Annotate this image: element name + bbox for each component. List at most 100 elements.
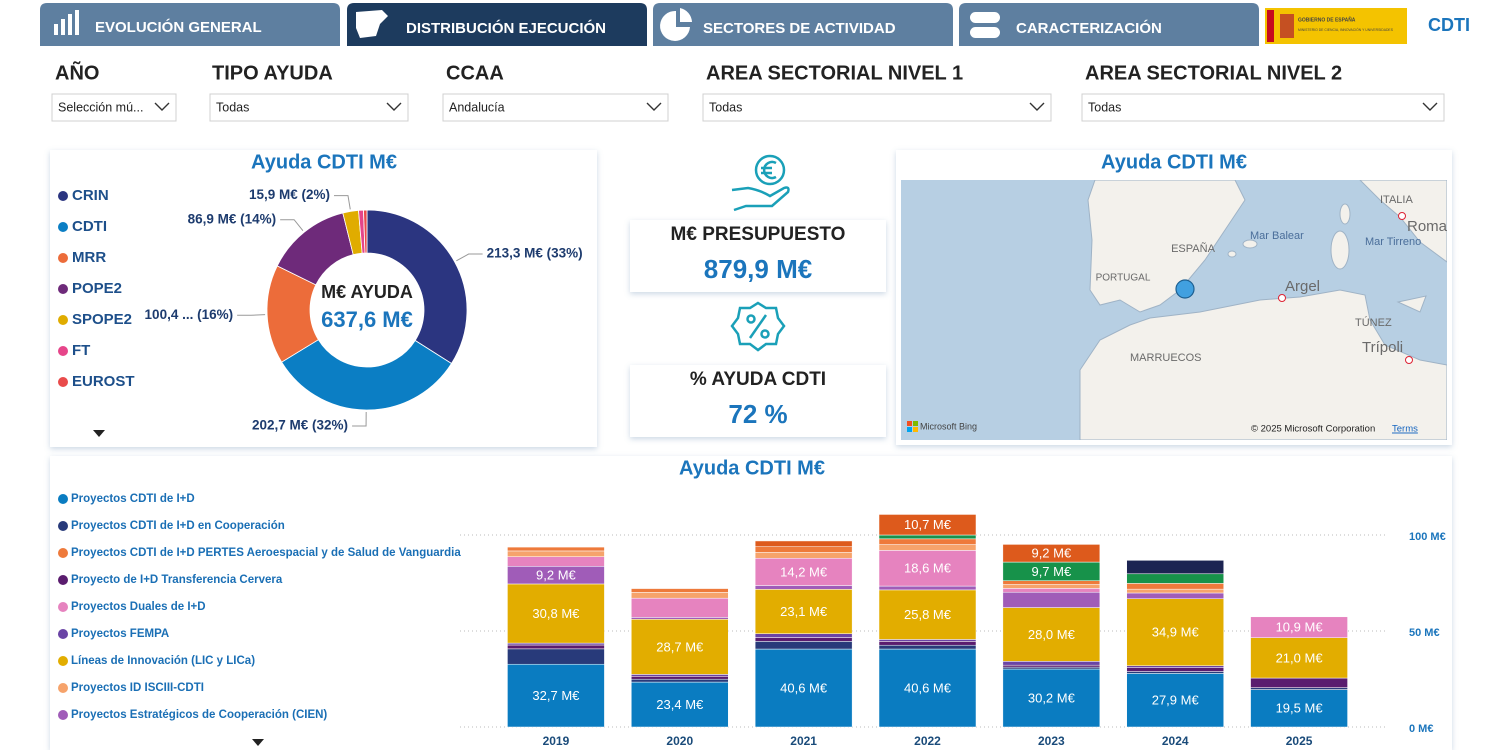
dropdown-value[interactable]: Andalucía xyxy=(449,100,505,114)
kpi-label: % AYUDA CDTI xyxy=(690,369,826,390)
dropdown[interactable] xyxy=(442,93,669,122)
tab-label[interactable]: SECTORES DE ACTIVIDAD xyxy=(703,20,896,37)
legend-label: Proyectos ID ISCIII-CDTI xyxy=(71,682,204,694)
donut-slice xyxy=(363,209,368,254)
bar-segment xyxy=(1126,598,1224,667)
bar-segment xyxy=(507,663,605,728)
bar-segment xyxy=(1002,661,1101,666)
chevron[interactable] xyxy=(1029,102,1045,111)
tab-label[interactable]: CARACTERIZACIÓN xyxy=(1016,19,1162,37)
center-value: 637,6 M€ xyxy=(321,307,413,332)
x-tick-label: 2022 xyxy=(914,734,941,748)
data-label: 213,3 M€ (33%) xyxy=(487,246,583,261)
dropdown-value[interactable]: Todas xyxy=(709,100,742,114)
center-label: M€ AYUDA xyxy=(321,282,413,302)
map-label: ESPAÑA xyxy=(1171,242,1215,255)
bar-segment xyxy=(631,588,729,593)
leader-line xyxy=(456,253,483,262)
tab[interactable] xyxy=(40,3,340,46)
x-tick-label: 2020 xyxy=(666,734,693,748)
tab-label[interactable]: DISTRIBUCIÓN EJECUCIÓN xyxy=(406,19,606,37)
tab-label[interactable]: EVOLUCIÓN GENERAL xyxy=(95,18,262,36)
x-tick-label: 2025 xyxy=(1286,734,1313,748)
tab[interactable] xyxy=(959,3,1259,46)
bar-segment xyxy=(507,556,605,567)
donut-slice xyxy=(366,209,468,365)
percent-icon xyxy=(730,301,786,352)
legend-label: Proyectos CDTI de I+D en Cooperación xyxy=(71,520,285,532)
map-label: Mar Tirreno xyxy=(1365,236,1421,248)
euro-icon xyxy=(731,154,790,212)
x-tick-label: 2024 xyxy=(1162,734,1189,748)
data-label: 100,4 ... (16%) xyxy=(145,307,234,322)
bar-segment xyxy=(507,546,605,552)
bar-segment xyxy=(507,642,605,646)
bar-segment xyxy=(1002,607,1101,662)
kpi-card xyxy=(630,365,886,437)
chevron[interactable] xyxy=(386,102,402,111)
chart-title: Ayuda CDTI M€ xyxy=(251,151,397,173)
tab-active[interactable] xyxy=(347,3,647,46)
bar-segment xyxy=(878,550,977,587)
legend-label: Proyecto de I+D Transferencia Cervera xyxy=(71,574,283,586)
kpi-card xyxy=(630,220,886,292)
dropdown[interactable] xyxy=(1081,93,1445,122)
legend-scroll[interactable] xyxy=(93,430,105,437)
dropdown[interactable] xyxy=(702,93,1052,122)
kpis: M€ PRESUPUESTO 879,9 M€ % AYUDA CDTI 72 … xyxy=(630,154,886,437)
bar-segment xyxy=(1250,689,1348,728)
filter-label: AREA SECTORIAL NIVEL 1 xyxy=(706,62,963,84)
map-label: PORTUGAL xyxy=(1096,273,1151,284)
legend-label: POPE2 xyxy=(72,280,122,297)
map-terms[interactable]: Terms xyxy=(1392,424,1418,435)
dropdown-value[interactable]: Todas xyxy=(1088,100,1121,114)
map-copyright: © 2025 Microsoft Corporation xyxy=(1251,424,1375,435)
x-tick-label: 2019 xyxy=(543,734,570,748)
bar-segment xyxy=(878,639,977,642)
legend-label: Proyectos CDTI de I+D PERTES Aeroespacia… xyxy=(71,547,461,559)
bar-segment xyxy=(507,550,605,557)
legend-marker xyxy=(58,284,68,294)
dropdown[interactable] xyxy=(209,93,409,122)
bar-segment xyxy=(878,648,977,728)
data-label: 27,9 M€ xyxy=(1152,693,1200,708)
data-label: 28,7 M€ xyxy=(656,639,704,654)
bar-segment xyxy=(631,619,729,675)
bar-segment xyxy=(878,585,977,591)
legend-scroll[interactable] xyxy=(252,739,264,746)
tab-bar: EVOLUCIÓN GENERAL DISTRIBUCIÓN EJECUCIÓN… xyxy=(40,3,1259,46)
chevron[interactable] xyxy=(154,102,170,111)
legend-label: Líneas de Innovación (LIC y LICa) xyxy=(71,655,255,667)
map-bubble[interactable] xyxy=(1175,279,1195,299)
chevron[interactable] xyxy=(1422,102,1438,111)
city-dot xyxy=(1405,356,1413,364)
legend-marker xyxy=(58,602,68,612)
logo: GOBIERNO DE ESPAÑA MINISTERIO DE CIENCIA… xyxy=(1265,8,1470,44)
bar-segment xyxy=(1002,584,1101,589)
dropdown-value[interactable]: Selección mú... xyxy=(58,100,143,114)
data-label: 23,4 M€ xyxy=(656,697,704,712)
logo-shield xyxy=(1280,14,1294,38)
data-label: 9,2 M€ xyxy=(1031,546,1072,561)
chevron[interactable] xyxy=(646,102,662,111)
bar-segment xyxy=(1002,591,1101,608)
bar-segment xyxy=(1250,687,1348,690)
data-label: 18,6 M€ xyxy=(904,561,952,576)
data-label: 28,0 M€ xyxy=(1028,627,1076,642)
data-label: 10,7 M€ xyxy=(904,517,952,532)
bar-segment xyxy=(631,597,729,618)
tab[interactable] xyxy=(653,3,953,46)
filters: AÑO TIPO AYUDA CCAA AREA SECTORIAL NIVEL… xyxy=(51,61,1445,122)
bar-segment xyxy=(878,589,977,640)
legend-marker xyxy=(58,222,68,232)
dropdown[interactable] xyxy=(51,93,177,122)
bar-segment xyxy=(1250,637,1348,679)
dropdown-value[interactable]: Todas xyxy=(216,100,249,114)
data-label: 21,0 M€ xyxy=(1276,650,1324,665)
data-label: 14,2 M€ xyxy=(780,564,828,579)
legend-marker xyxy=(58,656,68,666)
land xyxy=(1242,239,1258,249)
map: Ayuda CDTI M€ ITALIA Roma Mar Balear Mar… xyxy=(901,151,1447,440)
map-label: Trípoli xyxy=(1362,339,1403,356)
filter-label: CCAA xyxy=(446,62,504,84)
